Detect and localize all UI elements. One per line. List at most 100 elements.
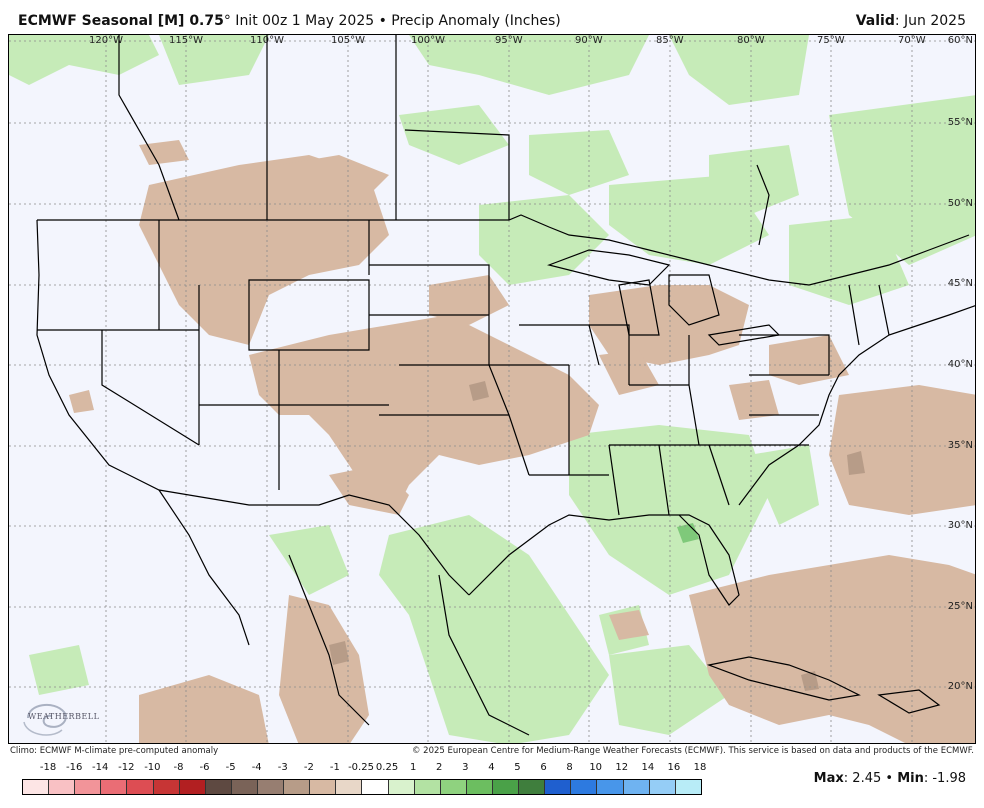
colorbar-tick-label: -8 [173,762,184,773]
max-label: Max [813,771,844,786]
lat-label-40n: 40°N [947,359,973,370]
colorbar-tick-label: 8 [566,762,573,773]
lon-label-80w: 80°W [737,35,765,46]
stats-separator: • [881,771,898,786]
colorbar-tick-label: -1 [329,762,340,773]
title-model: ECMWF Seasonal [M] 0.75 [18,13,224,29]
colorbar-swatch [101,780,128,794]
lon-label-85w: 85°W [656,35,684,46]
colorbar-tick-label: 16 [667,762,681,773]
lon-label-110w: 110°W [250,35,284,46]
dry-anomaly-areas [69,140,975,743]
colorbar-tick-label: 5 [514,762,521,773]
colorbar-tick-label: -2 [303,762,314,773]
colorbar-tick-label: -12 [118,762,135,773]
colorbar-swatch [571,780,598,794]
colorbar-tick-label: 4 [488,762,495,773]
colorbar-swatch [257,780,285,794]
colorbar-swatch [310,780,337,794]
colorbar-swatch [414,780,441,794]
wet-anomaly-areas [9,35,975,743]
colorbar-tick-label: -16 [65,762,83,773]
lon-label-90w: 90°W [575,35,603,46]
colorbar-tick-label: 0.25 [375,762,399,773]
swirl-icon [23,703,67,736]
colorbar-tick-label: -4 [251,762,262,773]
colorbar-swatch [362,780,389,794]
colorbar-swatch [623,780,650,794]
lat-label-25n: 25°N [947,601,973,612]
colorbar-tick-label: 6 [540,762,547,773]
lon-label-95w: 95°W [495,35,523,46]
valid-date: Valid: Jun 2025 [856,4,966,38]
valid-label: Valid [855,13,895,29]
colorbar-tick-label: 3 [462,762,469,773]
colorbar-swatch [466,780,493,794]
colorbar-swatch [284,780,311,794]
map-title: ECMWF Seasonal [M] 0.75° Init 00z 1 May … [18,4,561,38]
colorbar-swatch [649,780,676,794]
title-degree-symbol: ° [223,13,231,29]
colorbar-tick-label: 10 [589,762,603,773]
graticule [9,35,975,743]
colorbar-swatch [153,780,180,794]
lon-label-70w: 70°W [898,35,926,46]
map-panel: 120°W 115°W 110°W 105°W 100°W 95°W 90°W … [8,34,976,744]
colorbar-tick-label: 12 [615,762,629,773]
colorbar-tick-label: -5 [225,762,236,773]
wet-anomaly-strong-areas [677,523,699,543]
colorbar-swatch [519,780,546,794]
min-value: : -1.98 [923,771,966,786]
header: ECMWF Seasonal [M] 0.75° Init 00z 1 May … [0,0,984,34]
lat-label-55n: 55°N [947,117,973,128]
colorbar-tick-label: -10 [144,762,161,773]
colorbar-tick-label: -6 [199,762,210,773]
colorbar-tick-label: -0.25 [348,762,374,773]
logo-text: WEATHERBELL [28,712,100,721]
climo-note: Climo: ECMWF M-climate pre-computed anom… [10,746,219,756]
max-min-stats: Max: 2.45 • Min: -1.98 [814,771,966,786]
colorbar: -18 -16 -14 -12 -10 -8 -6 -5 -4 -3 -2 -1 -0.25 0.25 1 2… [22,762,706,796]
lon-label-75w: 75°W [817,35,845,46]
lat-label-50n: 50°N [947,198,973,209]
colorbar-tick-label: 18 [693,762,707,773]
lat-label-45n: 45°N [947,278,973,289]
colorbar-tick-label: -18 [39,762,57,773]
copyright-note: © 2025 European Centre for Medium-Range … [411,746,974,756]
precip-anomaly-map [9,35,975,743]
colorbar-tick-label: 14 [641,762,655,773]
colorbar-swatch [597,780,624,794]
colorbar-swatch [231,780,258,794]
lon-label-115w: 115°W [169,35,203,46]
lat-label-20n: 20°N [947,681,973,692]
lon-label-105w: 105°W [331,35,365,46]
colorbar-tick-label: 1 [409,762,417,773]
lat-label-35n: 35°N [947,440,973,451]
title-details: Init 00z 1 May 2025 • Precip Anomaly (In… [230,13,561,29]
colorbar-swatch [127,780,154,794]
weatherbell-logo: WEATHERBELL [14,694,104,742]
lon-label-120w: 120°W [89,35,123,46]
colorbar-swatch [205,780,232,794]
min-label: Min [897,771,924,786]
lat-label-60n: 60°N [947,35,973,46]
colorbar-swatch [336,780,363,794]
colorbar-swatch [75,780,102,794]
colorbar-swatch [440,780,467,794]
colorbar-swatch [388,780,415,794]
colorbar-swatch [675,780,701,794]
valid-value: : Jun 2025 [894,13,966,29]
colorbar-tick-label: -14 [92,762,109,773]
attribution-row: Climo: ECMWF M-climate pre-computed anom… [8,744,976,758]
colorbar-tick-label: -3 [277,762,288,773]
colorbar-swatch [23,780,50,794]
lon-label-100w: 100°W [411,35,445,46]
colorbar-swatch [179,780,206,794]
boundaries [36,35,975,736]
lat-label-30n: 30°N [947,520,973,531]
colorbar-bar [22,779,702,795]
colorbar-swatch [545,780,572,794]
max-value: : 2.45 [843,771,882,786]
colorbar-swatch [492,780,520,794]
colorbar-tick-label: 2 [436,762,443,773]
